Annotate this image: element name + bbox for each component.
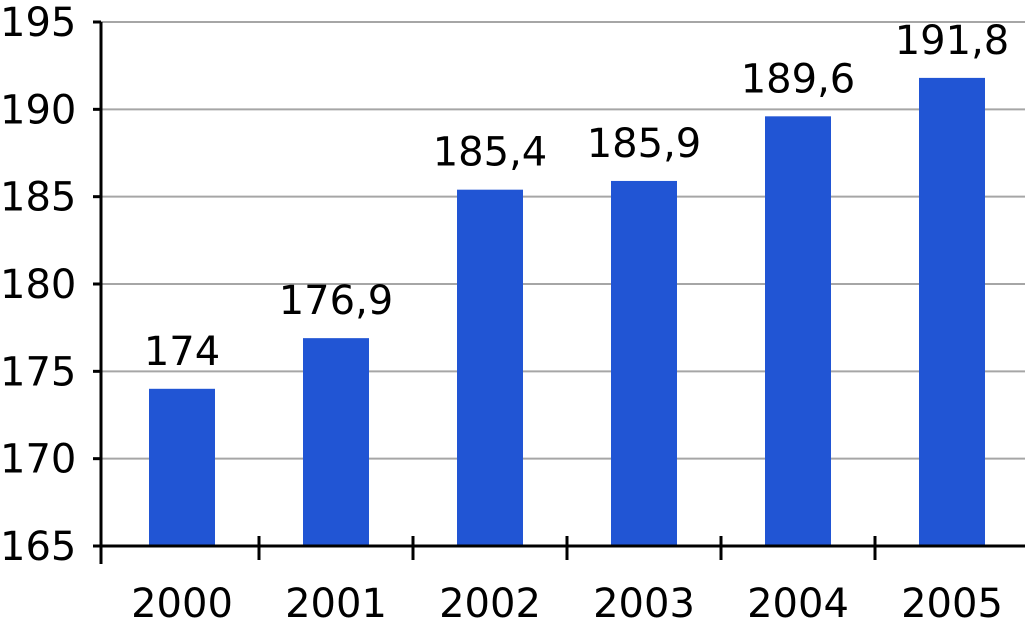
data-label-2004: 189,6 <box>741 56 856 102</box>
x-tick-label-2005: 2005 <box>901 581 1003 627</box>
axes <box>93 20 1025 564</box>
y-tick-label-170: 170 <box>0 437 76 483</box>
data-label-2000: 174 <box>144 329 220 375</box>
bar-2002 <box>457 189 523 546</box>
data-label-2001: 176,9 <box>279 278 394 324</box>
gridlines <box>101 21 1025 460</box>
x-tick-label-2001: 2001 <box>285 581 387 627</box>
labels: 165 170 175 180 185 190 195 174 2000 176,9 2001 185… <box>0 0 1009 627</box>
x-tick-label-2000: 2000 <box>131 581 233 627</box>
bar-2004 <box>765 116 831 546</box>
y-tick-label-195: 195 <box>0 0 76 46</box>
bar-2001 <box>303 338 369 546</box>
y-tick-label-175: 175 <box>0 349 76 395</box>
bars <box>149 77 985 547</box>
bar-2003 <box>611 180 677 547</box>
data-label-2003: 185,9 <box>587 121 702 167</box>
data-label-2002: 185,4 <box>433 130 548 176</box>
y-tick-label-185: 185 <box>0 175 76 221</box>
x-tick-label-2002: 2002 <box>439 581 541 627</box>
x-tick-label-2003: 2003 <box>593 581 695 627</box>
bar-2000 <box>149 388 215 546</box>
y-tick-label-165: 165 <box>0 524 76 570</box>
y-tick-label-190: 190 <box>0 87 76 133</box>
data-label-2005: 191,8 <box>895 18 1010 64</box>
bar-2005 <box>919 77 985 546</box>
x-tick-label-2004: 2004 <box>747 581 849 627</box>
y-tick-label-180: 180 <box>0 262 76 308</box>
